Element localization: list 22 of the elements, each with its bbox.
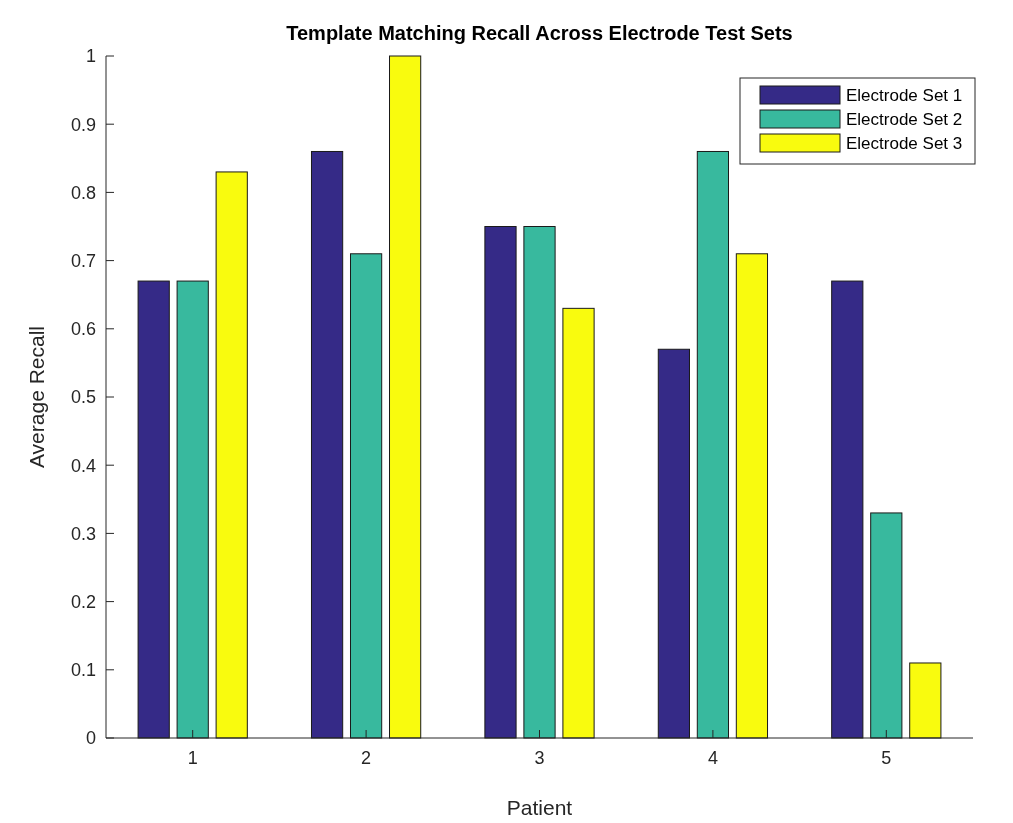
x-tick-label: 1 bbox=[187, 748, 198, 768]
y-tick-label: 0 bbox=[85, 728, 96, 749]
y-tick-label: 0.9 bbox=[70, 114, 96, 135]
x-tick-label: 5 bbox=[881, 748, 892, 768]
y-axis-title: Average Recall bbox=[25, 325, 48, 469]
y-tick-label: 0.7 bbox=[70, 250, 96, 271]
y-tick-label: 0.8 bbox=[70, 182, 96, 203]
legend-label: Electrode Set 1 bbox=[846, 85, 963, 105]
y-tick-label: 1 bbox=[85, 46, 96, 67]
y-tick-label: 0.4 bbox=[70, 455, 96, 476]
y-tick-label: 0.2 bbox=[70, 591, 96, 612]
y-tick-label: 0.5 bbox=[70, 387, 96, 408]
legend-label: Electrode Set 2 bbox=[846, 109, 963, 129]
chart-title: Template Matching Recall Across Electrode Test Sets bbox=[286, 22, 793, 44]
x-tick-label: 4 bbox=[707, 748, 718, 768]
y-tick-label: 0.3 bbox=[70, 523, 96, 544]
legend-label: Electrode Set 3 bbox=[846, 133, 963, 153]
x-tick-label: 2 bbox=[361, 748, 372, 768]
y-tick-label: 0.6 bbox=[70, 319, 96, 340]
x-tick-label: 3 bbox=[534, 748, 545, 768]
y-tick-label: 0.1 bbox=[70, 660, 96, 681]
x-axis-title: Patient bbox=[506, 796, 573, 819]
